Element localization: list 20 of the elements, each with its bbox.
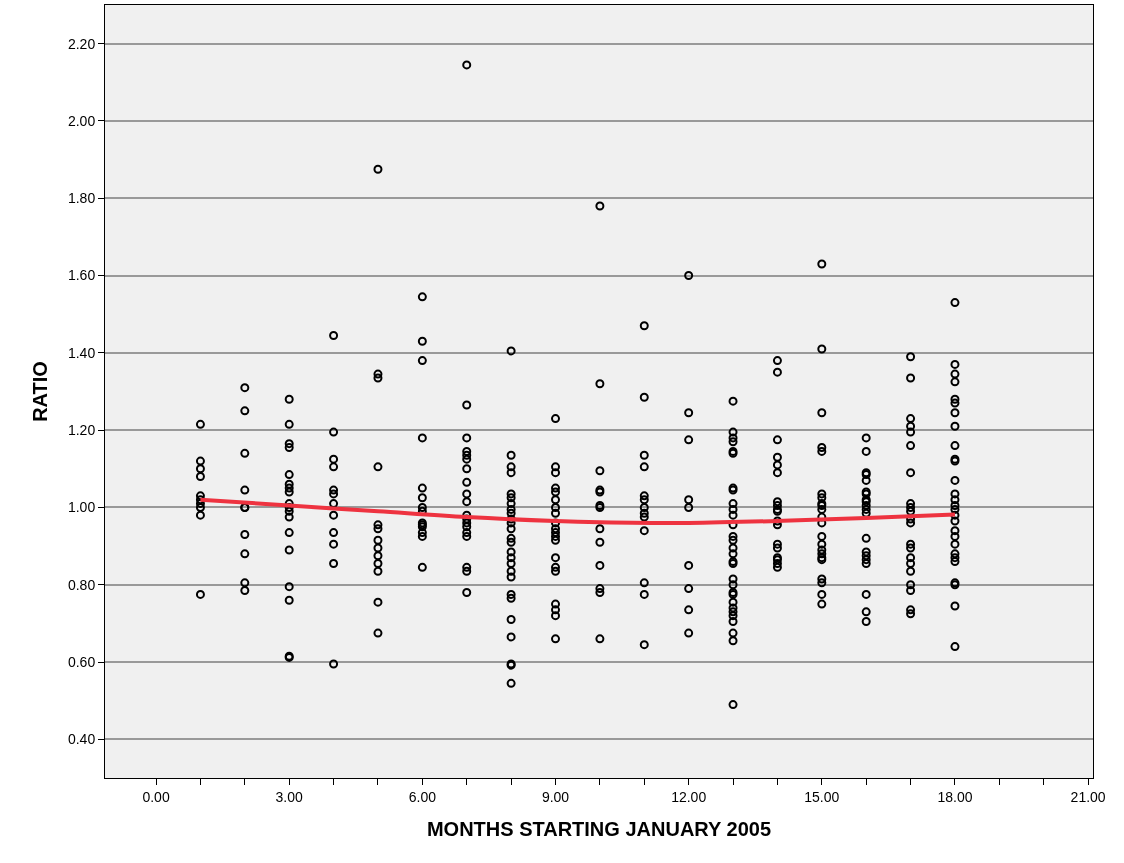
y-tick-label: 2.20 bbox=[67, 35, 96, 52]
y-tick-label: 1.80 bbox=[67, 190, 96, 207]
x-tick-label: 21.00 bbox=[1070, 788, 1106, 805]
y-tick-label: 0.60 bbox=[67, 653, 96, 670]
x-tick-label: 6.00 bbox=[408, 788, 437, 805]
x-tick-label: 3.00 bbox=[275, 788, 304, 805]
y-tick-label: 1.00 bbox=[67, 499, 96, 516]
x-tick-label: 0.00 bbox=[142, 788, 170, 805]
x-tick-label: 9.00 bbox=[541, 788, 570, 805]
y-tick-label: 0.40 bbox=[67, 731, 96, 748]
y-tick-label: 0.80 bbox=[67, 576, 96, 593]
x-tick-label: 18.00 bbox=[937, 788, 973, 805]
y-tick-label: 1.20 bbox=[67, 422, 96, 439]
y-tick-label: 1.40 bbox=[67, 344, 96, 361]
x-axis-title: MONTHS STARTING JANUARY 2005 bbox=[426, 818, 772, 841]
y-axis-title: RATIO bbox=[29, 361, 52, 422]
y-tick-label: 2.00 bbox=[67, 112, 96, 129]
y-tick-label: 1.60 bbox=[67, 267, 96, 284]
x-tick-label: 12.00 bbox=[671, 788, 707, 805]
x-tick-label: 15.00 bbox=[804, 788, 840, 805]
